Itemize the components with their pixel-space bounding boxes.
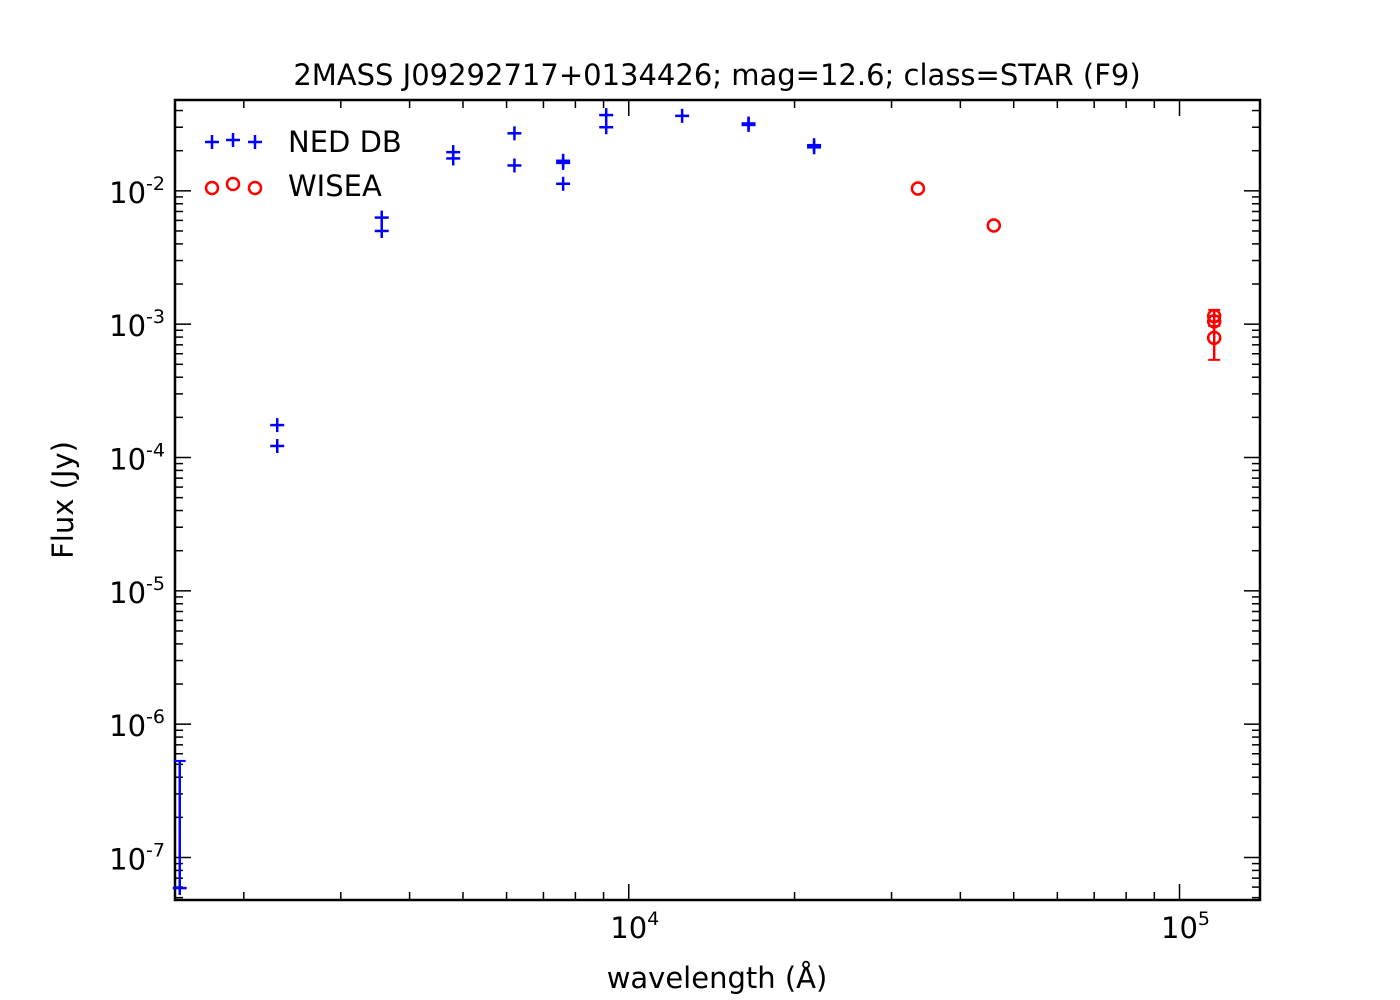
y-tick-label-exponent: -3: [146, 306, 165, 328]
axis-ticks: [175, 100, 1260, 900]
data-point: [270, 438, 285, 453]
data-point: [374, 223, 389, 238]
y-tick-label: 10-5: [109, 573, 165, 610]
legend-marker: [225, 176, 241, 192]
legend-marker: [248, 135, 262, 149]
data-point: [446, 151, 461, 166]
x-tick-label-base: 10: [1161, 911, 1198, 945]
legend-label: WISEA: [288, 169, 382, 203]
data-point: [374, 210, 389, 225]
y-tick-label-exponent: -2: [146, 173, 165, 195]
x-tick-label-exponent: 4: [647, 908, 659, 930]
y-tick-label-exponent: -5: [146, 573, 165, 595]
data-point: [556, 155, 571, 170]
data-point: [986, 218, 1002, 233]
y-tick-label-base: 10: [109, 309, 146, 343]
y-tick-label-exponent: -4: [146, 439, 165, 461]
y-tick-label-base: 10: [109, 442, 146, 476]
x-tick-label: 104: [610, 908, 659, 945]
legend: NED DB WISEA: [204, 125, 402, 203]
data-point: [807, 140, 822, 155]
series-wisea: [910, 181, 1222, 361]
chart-title: 2MASS J09292717+0134426; mag=12.6; class…: [293, 58, 1140, 92]
data-marks: [172, 108, 1222, 896]
data-point: [1206, 330, 1222, 346]
legend-marker: [226, 133, 240, 147]
y-tick-label-base: 10: [109, 576, 146, 610]
x-axis-label: wavelength (Å): [607, 961, 828, 995]
data-point: [675, 108, 690, 123]
data-point: [270, 418, 285, 433]
data-point: [556, 176, 571, 191]
y-tick-label: 10-6: [109, 706, 165, 743]
y-axis-label: Flux (Jy): [46, 441, 80, 559]
legend-entry: NED DB: [205, 125, 402, 159]
data-point: [599, 120, 614, 135]
plot-frame: [173, 98, 1262, 902]
y-tick-label-base: 10: [109, 709, 146, 743]
legend-entry: WISEA: [204, 169, 382, 203]
x-tick-label: 105: [1161, 908, 1210, 945]
legend-marker: [247, 180, 263, 196]
y-tick-label-exponent: -6: [146, 706, 165, 728]
y-tick-label-base: 10: [109, 842, 146, 876]
y-tick-label-base: 10: [109, 176, 146, 210]
y-tick-label: 10-7: [109, 839, 165, 876]
data-point: [507, 126, 522, 141]
x-tick-label-exponent: 5: [1198, 908, 1210, 930]
data-point: [910, 181, 926, 196]
series-ned-db: [172, 108, 822, 896]
legend-marker: [204, 180, 220, 196]
x-tick-label-base: 10: [610, 911, 647, 945]
data-point: [741, 117, 756, 132]
legend-label: NED DB: [288, 125, 402, 159]
data-point: [507, 158, 522, 173]
y-tick-label: 10-2: [109, 173, 165, 210]
data-point: [599, 108, 614, 123]
y-tick-label: 10-3: [109, 306, 165, 343]
y-tick-label-exponent: -7: [146, 839, 165, 861]
y-tick-label: 10-4: [109, 439, 165, 476]
legend-marker: [205, 135, 219, 149]
data-point: [172, 881, 187, 896]
